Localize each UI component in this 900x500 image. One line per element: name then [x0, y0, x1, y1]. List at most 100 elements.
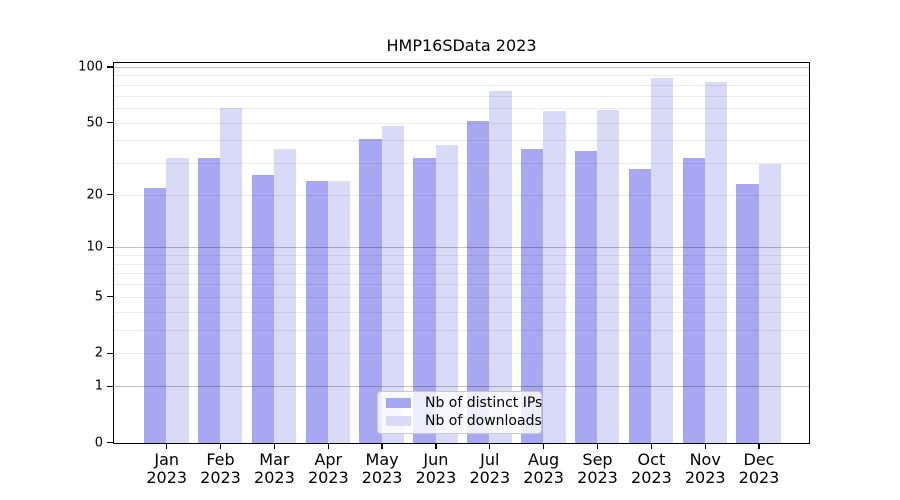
- x-tick-year: 2023: [469, 467, 511, 487]
- x-tick-mark: [381, 443, 383, 449]
- y-tick-label: 0: [94, 435, 103, 451]
- x-tick-year: 2023: [577, 467, 618, 487]
- y-tick-label: 1: [94, 378, 103, 394]
- x-tick-label-jul: Jul 2023: [454, 451, 526, 486]
- legend: Nb of distinct IPs Nb of downloads: [377, 390, 543, 434]
- bar-downloads-oct: [650, 77, 674, 443]
- bar-downloads-feb: [220, 108, 243, 443]
- x-tick-mark: [435, 443, 437, 449]
- x-tick-month: May: [365, 450, 399, 469]
- x-tick-year: 2023: [684, 467, 726, 487]
- x-tick-mark: [596, 443, 599, 449]
- gridline-2: [114, 353, 809, 355]
- legend-item-downloads: Nb of downloads: [386, 412, 542, 431]
- x-tick-mark: [650, 443, 652, 449]
- bar-downloads-dec: [758, 163, 781, 443]
- bar-distinct-ips-sep: [574, 151, 598, 443]
- gridline-7: [114, 273, 809, 275]
- x-tick-mark: [327, 443, 329, 449]
- x-tick-year: 2023: [738, 467, 780, 487]
- x-tick-month: Jun: [423, 450, 449, 469]
- gridline-5: [114, 296, 809, 298]
- x-tick-mark: [166, 443, 168, 449]
- gridline-40: [114, 140, 809, 142]
- x-tick-year: 2023: [254, 467, 295, 487]
- bar-distinct-ips-feb: [197, 158, 221, 443]
- y-tick-mark: [106, 246, 113, 249]
- y-tick-mark: [106, 352, 113, 354]
- x-tick-mark: [273, 443, 276, 449]
- bar-downloads-jun: [435, 144, 458, 443]
- y-tick-mark: [106, 296, 113, 298]
- y-tick-mark: [106, 441, 113, 444]
- gridline-70: [114, 95, 809, 97]
- gridline-100: [114, 66, 809, 68]
- x-tick-mark: [219, 443, 222, 449]
- gridline-10: [114, 247, 809, 249]
- legend-label-downloads: Nb of downloads: [425, 413, 542, 430]
- y-tick-mark: [106, 385, 113, 387]
- bar-distinct-ips-oct: [628, 168, 651, 443]
- x-tick-label-apr: Apr 2023: [292, 451, 364, 486]
- bar-distinct-ips-jan: [144, 187, 167, 443]
- x-tick-year: 2023: [361, 467, 403, 487]
- x-tick-month: Sep: [582, 450, 613, 469]
- x-tick-label-oct: Oct 2023: [615, 451, 687, 486]
- gridline-4: [114, 311, 809, 313]
- bar-downloads-aug: [543, 111, 566, 443]
- gridline-30: [114, 163, 809, 164]
- y-tick-label: 20: [86, 187, 103, 203]
- gridline-8: [114, 263, 809, 265]
- gridline-20: [114, 194, 809, 196]
- x-tick-mark: [704, 443, 706, 449]
- bar-distinct-ips-apr: [305, 181, 328, 443]
- bar-downloads-nov: [704, 82, 728, 443]
- bar-distinct-ips-nov: [682, 158, 705, 443]
- x-tick-month: Oct: [637, 450, 666, 469]
- bar-distinct-ips-jun: [413, 158, 436, 443]
- x-tick-month: Aug: [527, 450, 560, 469]
- y-tick-mark: [106, 194, 113, 196]
- y-tick-label: 5: [94, 289, 103, 305]
- bar-downloads-apr: [327, 181, 351, 443]
- bar-distinct-ips-may: [359, 138, 382, 443]
- gridline-3: [114, 329, 809, 331]
- x-tick-label-sep: Sep 2023: [562, 451, 634, 486]
- bar-distinct-ips-aug: [520, 149, 544, 443]
- x-tick-mark: [758, 443, 760, 449]
- x-tick-month: Dec: [743, 450, 775, 469]
- y-tick-mark: [106, 121, 113, 124]
- x-tick-label-dec: Dec 2023: [723, 451, 795, 486]
- bar-downloads-jan: [166, 158, 189, 443]
- x-tick-month: Mar: [259, 450, 290, 469]
- x-tick-year: 2023: [146, 467, 188, 487]
- x-tick-mark: [489, 443, 491, 449]
- x-tick-label-nov: Nov 2023: [669, 451, 741, 486]
- y-tick-label: 100: [78, 59, 103, 75]
- chart-title: HMP16SData 2023: [386, 36, 537, 55]
- legend-swatch-downloads: [386, 416, 411, 427]
- gridline-90: [114, 75, 809, 77]
- y-tick-label: 50: [86, 115, 103, 131]
- plot-area: [113, 62, 810, 444]
- x-tick-label-aug: Aug 2023: [508, 451, 580, 486]
- x-tick-label-jun: Jun 2023: [400, 451, 472, 486]
- gridline-1: [114, 386, 809, 388]
- x-tick-year: 2023: [307, 467, 349, 487]
- legend-label-distinct-ips: Nb of distinct IPs: [425, 394, 543, 411]
- y-tick-label: 2: [94, 345, 103, 361]
- plot-inner: [114, 63, 809, 443]
- x-tick-label-mar: Mar 2023: [238, 451, 310, 486]
- y-tick-mark: [106, 66, 113, 68]
- x-tick-year: 2023: [523, 467, 564, 487]
- x-tick-month: Nov: [689, 450, 721, 469]
- x-tick-month: Jul: [480, 450, 500, 469]
- x-tick-year: 2023: [415, 467, 457, 487]
- gridline-9: [114, 255, 809, 257]
- x-tick-label-feb: Feb 2023: [185, 451, 257, 486]
- x-tick-label-jan: Jan 2023: [131, 451, 203, 486]
- bar-distinct-ips-mar: [251, 174, 274, 443]
- x-tick-year: 2023: [200, 467, 241, 487]
- bar-downloads-mar: [274, 149, 297, 443]
